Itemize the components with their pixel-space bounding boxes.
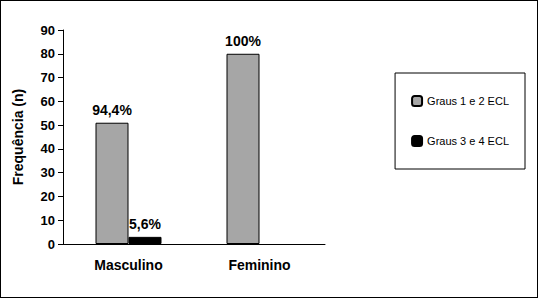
svg-text:100%: 100%	[225, 33, 261, 49]
svg-text:60: 60	[41, 94, 55, 109]
svg-text:40: 40	[41, 141, 55, 156]
svg-text:94,4%: 94,4%	[92, 102, 132, 118]
svg-text:0: 0	[48, 237, 55, 252]
svg-text:90: 90	[41, 23, 55, 38]
svg-text:70: 70	[41, 70, 55, 85]
svg-text:Graus 1 e 2 ECL: Graus 1 e 2 ECL	[427, 95, 509, 107]
svg-text:Graus 3 e 4 ECL: Graus 3 e 4 ECL	[427, 135, 509, 147]
svg-text:20: 20	[41, 189, 55, 204]
svg-text:80: 80	[41, 46, 55, 61]
svg-text:Feminino: Feminino	[228, 257, 290, 273]
svg-text:Masculino: Masculino	[94, 257, 162, 273]
svg-text:50: 50	[41, 118, 55, 133]
svg-text:30: 30	[41, 165, 55, 180]
svg-text:Frequência (n): Frequência (n)	[10, 89, 26, 185]
svg-text:5,6%: 5,6%	[129, 216, 161, 232]
svg-text:10: 10	[41, 213, 55, 228]
